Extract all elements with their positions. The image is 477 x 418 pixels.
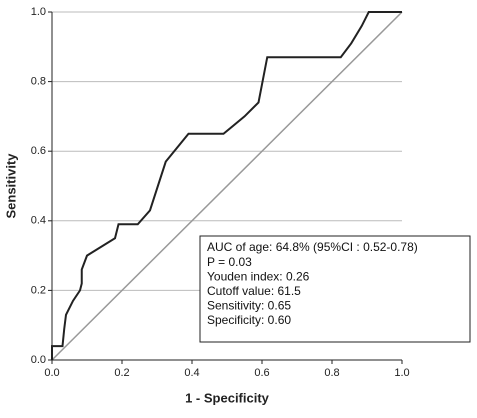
y-tick-label: 0.2 <box>31 284 46 296</box>
x-tick-label: 0.4 <box>184 367 199 379</box>
y-axis-title: Sensitivity <box>3 153 18 219</box>
y-tick-label: 0.6 <box>31 145 46 157</box>
roc-curve <box>51 11 402 360</box>
annotation-text: Specificity: 0.60 <box>207 313 291 327</box>
x-tick-label: 0.8 <box>324 367 339 379</box>
x-axis-title: 1 - Specificity <box>185 390 270 405</box>
x-tick-label: 0.2 <box>114 367 129 379</box>
annotation-text: Youden index: 0.26 <box>207 269 310 283</box>
annotation-text: P = 0.03 <box>207 255 252 269</box>
y-tick-label: 0.8 <box>31 76 46 88</box>
x-tick-label: 1.0 <box>394 367 409 379</box>
x-tick-label: 0.6 <box>254 367 269 379</box>
y-tick-label: 1.0 <box>31 6 46 18</box>
reference-line <box>51 11 403 361</box>
x-tick-label: 0.0 <box>44 367 59 379</box>
annotation-text: AUC of age: 64.8% (95%CI : 0.52-0.78) <box>207 240 418 254</box>
annotation-box <box>199 235 471 343</box>
annotation-text: Sensitivity: 0.65 <box>207 299 291 313</box>
y-tick-label: 0.0 <box>31 354 46 366</box>
annotation-text: Cutoff value: 61.5 <box>207 284 301 298</box>
y-tick-label: 0.4 <box>31 215 46 227</box>
